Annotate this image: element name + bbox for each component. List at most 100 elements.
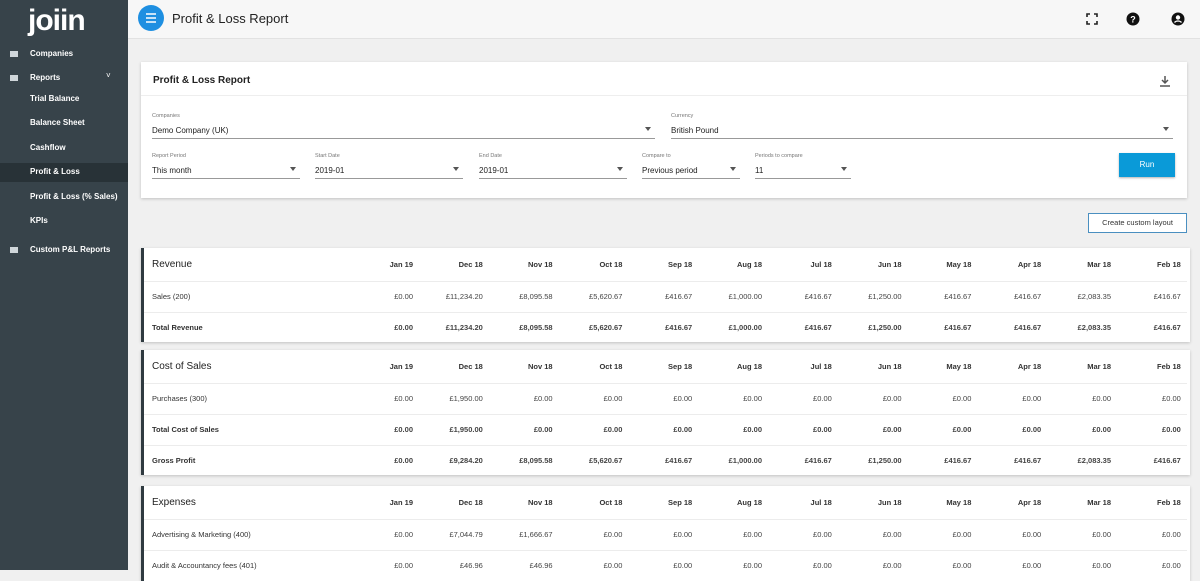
- nav-icon: [10, 247, 18, 253]
- field-value[interactable]: Previous period: [642, 166, 698, 175]
- active-highlight: [0, 163, 128, 182]
- nav-item[interactable]: Companies: [30, 49, 74, 58]
- cell-value: £2,083.35: [1077, 456, 1111, 465]
- cell-value: £416.67: [804, 292, 832, 301]
- field-value[interactable]: British Pound: [671, 126, 719, 135]
- dropdown-arrow[interactable]: [453, 167, 459, 171]
- period-header: Apr 18: [1017, 362, 1042, 371]
- nav-item[interactable]: Balance Sheet: [30, 118, 85, 127]
- account-icon[interactable]: [1170, 11, 1186, 27]
- cell-value: £416.67: [944, 456, 972, 465]
- period-header: Oct 18: [599, 362, 623, 371]
- cell-value: £0.00: [1162, 530, 1181, 539]
- nav-item[interactable]: Profit & Loss (% Sales): [30, 192, 118, 201]
- cell-value: £7,044.79: [449, 530, 483, 539]
- period-header: Nov 18: [528, 498, 553, 507]
- cell-value: £5,620.67: [589, 323, 623, 332]
- cell-value: £11,234.20: [445, 323, 483, 332]
- cell-value: £0.00: [1092, 425, 1111, 434]
- cell-value: £0.00: [743, 561, 762, 570]
- field-value[interactable]: 2019-01: [315, 166, 345, 175]
- cell-value: £2,083.35: [1077, 323, 1111, 332]
- nav-icon: [10, 75, 18, 81]
- field-value[interactable]: This month: [152, 166, 192, 175]
- nav-item[interactable]: Profit & Loss: [30, 167, 80, 176]
- row-label: Advertising & Marketing (400): [152, 530, 251, 539]
- nav-item[interactable]: KPIs: [30, 216, 48, 225]
- sidebar: joiin Companies Reports Trial Balance Balan…: [0, 0, 128, 570]
- period-header: Jul 18: [810, 362, 832, 371]
- dropdown-arrow[interactable]: [730, 167, 736, 171]
- cell-value: £416.67: [1153, 456, 1181, 465]
- nav-item[interactable]: Custom P&L Reports: [30, 245, 111, 254]
- period-header: Sep 18: [668, 362, 693, 371]
- cell-value: £0.00: [952, 394, 972, 403]
- row-divider: [144, 445, 1187, 446]
- cell-value: £1,666.67: [519, 530, 553, 539]
- cell-value: £0.00: [673, 530, 693, 539]
- cell-value: £0.00: [882, 561, 902, 570]
- cell-value: £1,000.00: [728, 323, 762, 332]
- field-label: Report Period: [152, 153, 186, 159]
- cell-value: £416.67: [804, 456, 832, 465]
- menu-icon: [146, 13, 156, 23]
- cell-value: £0.00: [603, 425, 623, 434]
- run-button[interactable]: Run: [1119, 153, 1175, 177]
- dropdown-arrow[interactable]: [290, 167, 296, 171]
- nav-item[interactable]: Cashflow: [30, 143, 66, 152]
- row-divider: [144, 414, 1187, 415]
- cell-value: £0.00: [952, 561, 972, 570]
- cell-value: £1,250.00: [868, 292, 902, 301]
- cell-value: £0.00: [533, 425, 553, 434]
- cell-value: £9,284.20: [449, 456, 483, 465]
- period-header: Mar 18: [1087, 260, 1111, 269]
- custom-layout-button[interactable]: Create custom layout: [1088, 213, 1187, 233]
- cell-value: £416.67: [1153, 292, 1181, 301]
- download-icon[interactable]: [1158, 74, 1172, 88]
- cell-value: £416.67: [944, 323, 972, 332]
- cell-value: £416.67: [1014, 456, 1042, 465]
- cell-value: £0.00: [1162, 425, 1181, 434]
- period-header: Aug 18: [736, 498, 762, 507]
- row-label: Gross Profit: [152, 456, 196, 465]
- row-divider: [144, 550, 1187, 551]
- cell-value: £0.00: [394, 292, 413, 301]
- cell-value: £0.00: [533, 394, 553, 403]
- page-title: Profit & Loss Report: [172, 11, 289, 26]
- cell-value: £416.67: [944, 292, 972, 301]
- dropdown-arrow[interactable]: [1163, 127, 1169, 131]
- field-value[interactable]: Demo Company (UK): [152, 126, 229, 135]
- cell-value: £1,250.00: [868, 456, 902, 465]
- period-header: Feb 18: [1157, 498, 1181, 507]
- dropdown-arrow[interactable]: [645, 127, 651, 131]
- row-divider: [144, 281, 1187, 282]
- cell-value: £0.00: [1092, 561, 1111, 570]
- nav-item[interactable]: Trial Balance: [30, 94, 80, 103]
- cell-value: £1,000.00: [728, 456, 762, 465]
- field-label: Periods to compare: [755, 153, 803, 159]
- logo[interactable]: joiin: [28, 4, 86, 37]
- dropdown-arrow[interactable]: [617, 167, 623, 171]
- period-header: Jul 18: [810, 498, 832, 507]
- fullscreen-icon[interactable]: [1084, 11, 1100, 27]
- row-label: Total Revenue: [152, 323, 203, 332]
- row-label: Sales (200): [152, 292, 191, 301]
- nav-item[interactable]: Reports: [30, 73, 61, 82]
- cell-value: £0.00: [743, 394, 762, 403]
- period-header: Feb 18: [1157, 260, 1181, 269]
- period-header: Aug 18: [736, 260, 762, 269]
- menu-button[interactable]: [138, 5, 164, 31]
- card-title: Profit & Loss Report: [153, 75, 251, 86]
- report-section: Revenue Jan 19 Dec 18 Nov 18 Oct 18 Sep 18 Aug…: [141, 248, 1190, 342]
- period-header: Nov 18: [528, 260, 553, 269]
- field-value[interactable]: 2019-01: [479, 166, 509, 175]
- period-header: Jan 19: [389, 362, 413, 371]
- dropdown-arrow[interactable]: [841, 167, 847, 171]
- help-icon[interactable]: ?: [1125, 11, 1141, 27]
- period-header: May 18: [946, 260, 972, 269]
- cell-value: £5,620.67: [589, 456, 623, 465]
- field-value[interactable]: 11: [755, 166, 764, 175]
- cell-value: £0.00: [952, 425, 972, 434]
- period-header: Mar 18: [1087, 362, 1111, 371]
- period-header: May 18: [946, 362, 972, 371]
